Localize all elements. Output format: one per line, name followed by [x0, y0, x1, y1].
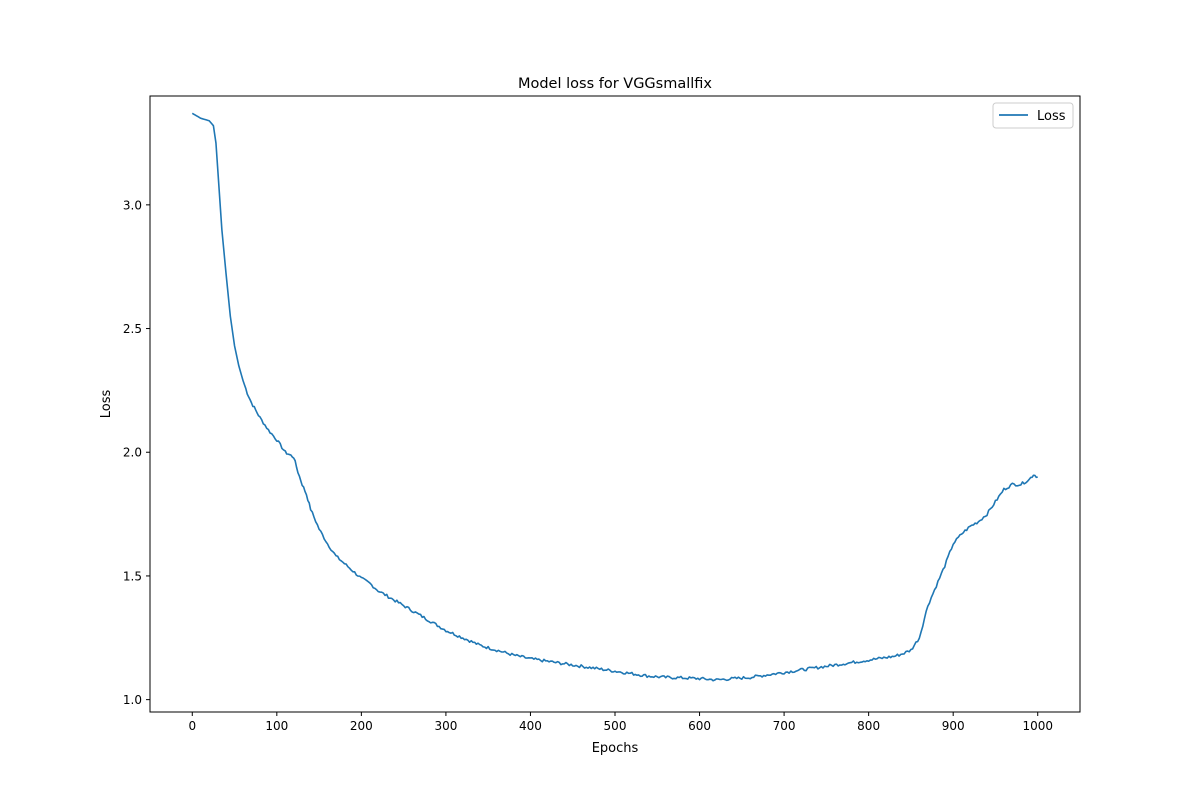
legend-label-loss: Loss [1037, 109, 1066, 124]
y-tick-label: 2.5 [123, 322, 142, 336]
series-line-loss [191, 112, 1038, 682]
chart-title: Model loss for VGGsmallfix [518, 76, 712, 92]
x-tick-label: 1000 [1022, 719, 1053, 733]
y-tick-label: 1.5 [123, 569, 142, 583]
plot-area [191, 112, 1038, 682]
x-tick-label: 400 [519, 719, 542, 733]
x-tick-label: 800 [857, 719, 880, 733]
x-tick-label: 300 [434, 719, 457, 733]
x-tick-label: 500 [604, 719, 627, 733]
x-tick-label: 600 [688, 719, 711, 733]
x-tick-label: 200 [350, 719, 373, 733]
y-tick-label: 2.0 [123, 446, 142, 460]
x-axis: 0 100 200 300 400 500 600 700 800 900 1000 [188, 712, 1053, 733]
y-axis: 1.0 1.5 2.0 2.5 3.0 [123, 198, 150, 707]
y-tick-label: 1.0 [123, 693, 142, 707]
legend: Loss [992, 102, 1074, 129]
y-tick-label: 3.0 [123, 198, 142, 212]
x-axis-label: Epochs [592, 741, 639, 756]
legend-box [992, 102, 1074, 129]
y-axis-label: Loss [99, 390, 114, 419]
x-tick-label: 100 [265, 719, 288, 733]
x-tick-label: 700 [773, 719, 796, 733]
x-tick-label: 900 [942, 719, 965, 733]
x-tick-label: 0 [188, 719, 196, 733]
